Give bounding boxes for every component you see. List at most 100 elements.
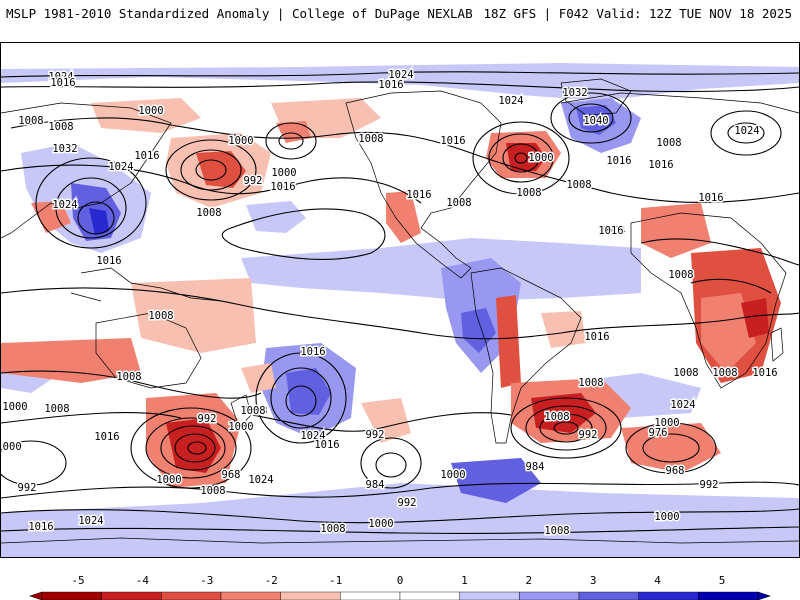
isobar-ring <box>145 417 237 479</box>
colorbar-segment <box>459 591 520 600</box>
isobar-line <box>1 508 799 524</box>
colorbar-tick-label: 4 <box>654 574 661 587</box>
isobar-label: 1016 <box>134 150 159 162</box>
isobar-label: 1024 <box>78 515 103 527</box>
colorbar-tick-label: -3 <box>200 574 213 587</box>
colorbar-segment <box>638 591 699 600</box>
anomaly-n-atlantic-core <box>576 105 616 135</box>
colorbar-tick-label: -1 <box>329 574 342 587</box>
anomaly-s-atlantic-low <box>451 458 541 503</box>
isobar-label: 1000 <box>440 469 465 481</box>
isobar-ring <box>77 201 115 235</box>
isobar-label: 1000 <box>1 441 22 453</box>
isobar-label: 1016 <box>96 255 121 267</box>
isobar-line <box>1 412 512 432</box>
anomaly-s-indian-low <box>621 423 721 473</box>
anomaly-brazil <box>541 311 586 348</box>
isobar-ring <box>525 405 607 451</box>
isobar-label: 1000 <box>654 511 679 523</box>
colorbar-tick-label: 5 <box>719 574 726 587</box>
isobar-label: 1008 <box>320 523 345 535</box>
anomaly-tropical-band <box>241 238 641 301</box>
isobar-label: 1008 <box>673 367 698 379</box>
isobar-label: 1000 <box>156 474 181 486</box>
isobar-label: 1008 <box>242 405 267 417</box>
anomaly-sw-us <box>386 191 421 243</box>
colorbar-segment <box>280 591 341 600</box>
isobar-ring <box>35 157 147 249</box>
isobar-label: 1008 <box>48 121 73 133</box>
isobar-label: 1024 <box>388 69 413 81</box>
colorbar-segment <box>519 591 580 600</box>
anomaly-nw-africa <box>641 203 711 258</box>
anomaly-s-america-west <box>496 295 521 388</box>
isobar-label: 992 <box>244 175 263 187</box>
colorbar-bar <box>29 591 771 600</box>
isobar-label: 1000 <box>2 401 27 413</box>
colorbar-segment <box>161 591 222 600</box>
isobar-label: 1008 <box>240 405 265 417</box>
isobar-label: 1024 <box>600 225 625 237</box>
isobar-label: 1016 <box>440 135 465 147</box>
isobar-ring <box>514 152 528 164</box>
colorbar-tick-label: -2 <box>265 574 278 587</box>
isobar-label: 1000 <box>138 105 163 117</box>
colorbar-tick-label: 0 <box>397 574 404 587</box>
isobar-label: 1000 <box>271 167 296 179</box>
anomaly-c-pacific <box>361 398 411 443</box>
isobar-label: 1000 <box>368 518 393 530</box>
isobar-ring <box>642 433 700 463</box>
isobar-ring <box>727 122 765 144</box>
isobar-ring <box>55 177 127 239</box>
isobar-line <box>1 71 799 78</box>
isobar-label: 1024 <box>734 125 759 137</box>
anomaly-indian-ocean <box>1 338 141 383</box>
isobar-label: 976 <box>649 427 668 439</box>
isobar-ring <box>195 159 227 181</box>
isobar-line <box>1 164 422 204</box>
negative-anomaly-areas <box>1 98 781 488</box>
colorbar-tick-labels: -5 -4 -3 -2 -1 0 1 2 3 4 5 <box>71 574 725 587</box>
isobar-ring <box>625 422 717 474</box>
isobar-ring <box>255 352 347 444</box>
anomaly-china <box>31 201 71 233</box>
isobar-label: 1008 <box>446 197 471 209</box>
isobars <box>1 71 799 534</box>
colorbar-legend: -5 -4 -3 -2 -1 0 1 2 3 4 5 <box>29 574 771 600</box>
isobar-label: 1024 <box>108 161 133 173</box>
isobar-label: 1016 <box>648 159 673 171</box>
isobar-ring <box>187 441 207 455</box>
isobar-label: 1016 <box>698 192 723 204</box>
isobar-label: 1040 <box>583 115 608 127</box>
colorbar-segment <box>399 591 460 600</box>
isobar-ring <box>539 413 593 443</box>
isobar-ring <box>160 425 226 471</box>
anomaly-se-pacific-core <box>286 368 331 415</box>
isobar-label: 1024 <box>52 199 77 211</box>
anomaly-e-africa-core <box>741 298 769 338</box>
isobar-ring <box>553 421 579 435</box>
isobar-label: 1016 <box>28 521 53 533</box>
isobar-label: 1016 <box>314 439 339 451</box>
isobar-label: 1008 <box>148 310 173 322</box>
isobar-label: 1024 <box>670 399 695 411</box>
colorbar-segment <box>698 591 759 600</box>
isobar-label: 1008 <box>200 485 225 497</box>
anomaly-bering <box>91 98 201 133</box>
positive-anomaly-areas <box>1 63 799 557</box>
isobar-label: 968 <box>222 469 241 481</box>
isobar-ring <box>174 433 216 463</box>
isobar-label: 992 <box>700 479 719 491</box>
isobar-label: 1008 <box>668 269 693 281</box>
isobar-label: 992 <box>579 429 598 441</box>
isobar-label: 1016 <box>606 155 631 167</box>
colorbar-tick-label: 3 <box>590 574 597 587</box>
coastline-maritime <box>70 267 222 302</box>
isobar-line <box>690 278 772 294</box>
isobar-label: 992 <box>398 497 417 509</box>
anomaly-maritime-continent <box>131 278 256 353</box>
isobar-ring <box>510 397 622 459</box>
isobar-label: 992 <box>18 482 37 494</box>
anomaly-asia-high-center <box>89 208 109 235</box>
isobar-label: 1016 <box>94 431 119 443</box>
